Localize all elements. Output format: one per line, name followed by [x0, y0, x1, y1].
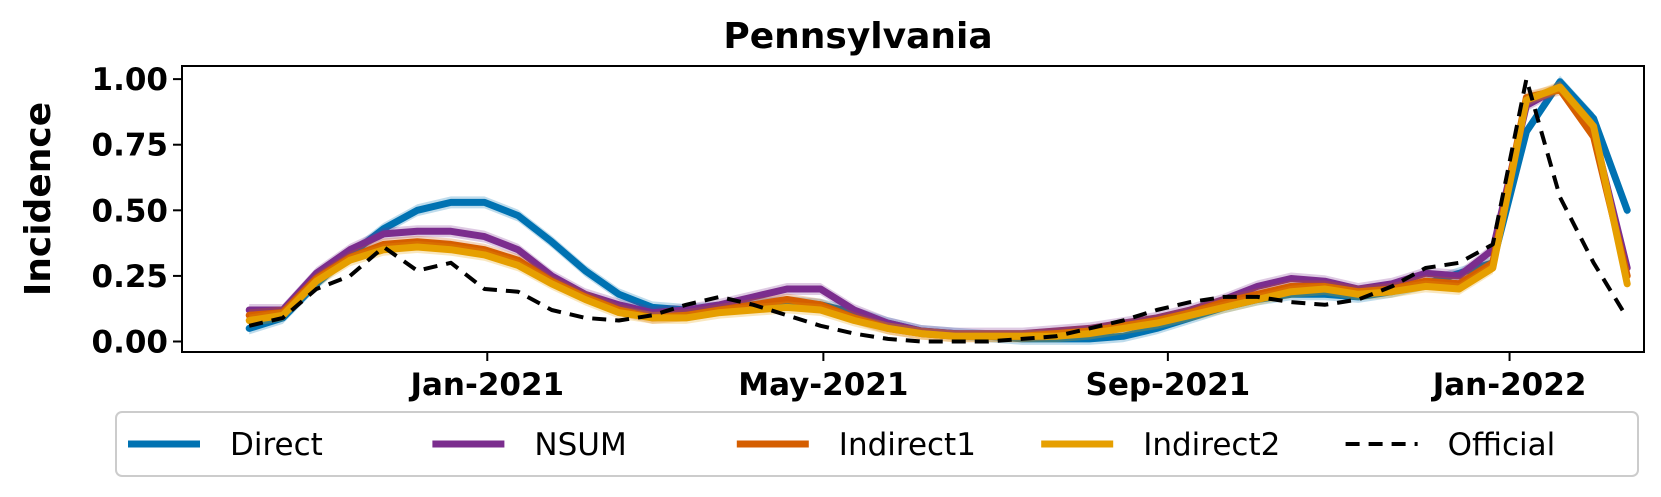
x-tick-label: May-2021 [738, 367, 908, 403]
series-group [245, 75, 1631, 345]
series-line-nsum [245, 83, 1631, 338]
x-tick-label: Jan-2021 [408, 367, 564, 403]
y-tick-label: 1.00 [92, 62, 169, 98]
legend-label: Indirect2 [1143, 427, 1280, 463]
x-axis: Jan-2021 May-2021 Sep-2021 Jan-2022 [408, 352, 1586, 403]
series-line-indirect2 [245, 83, 1631, 340]
legend: Direct NSUM Indirect1 Indirect2 Official [115, 411, 1639, 477]
legend-item: Indirect1 [736, 427, 976, 463]
y-tick-label: 0.50 [92, 193, 169, 229]
legend-frame [115, 411, 1639, 477]
legend-item: Direct [128, 427, 323, 463]
legend-item: NSUM [432, 427, 627, 463]
legend-item: Indirect2 [1041, 427, 1280, 463]
plot-area [181, 65, 1645, 353]
y-tick-label: 0.25 [92, 259, 169, 295]
legend-label: Official [1448, 427, 1556, 463]
y-tick-label: 0.00 [92, 325, 169, 361]
y-axis: 0.00 0.25 0.50 0.75 1.00 [92, 62, 182, 361]
series-line-indirect1 [245, 86, 1631, 340]
legend-label: NSUM [534, 427, 626, 463]
series-line-direct [245, 78, 1631, 343]
chart-title: Pennsylvania [723, 16, 992, 57]
legend-label: Direct [230, 427, 323, 463]
series-line-official [248, 77, 1629, 344]
plot-frame [181, 65, 1645, 353]
y-tick-label: 0.75 [92, 128, 169, 164]
legend-item: Official [1345, 427, 1556, 463]
y-axis-label: Incidence [18, 102, 59, 296]
legend-label: Indirect1 [839, 427, 976, 463]
series-band-indirect2 [249, 81, 1628, 343]
x-tick-label: Jan-2022 [1431, 367, 1587, 403]
x-tick-label: Sep-2021 [1086, 367, 1251, 403]
series-band-nsum [249, 81, 1628, 340]
series-band-direct [249, 75, 1628, 345]
series-band-indirect1 [249, 83, 1628, 343]
